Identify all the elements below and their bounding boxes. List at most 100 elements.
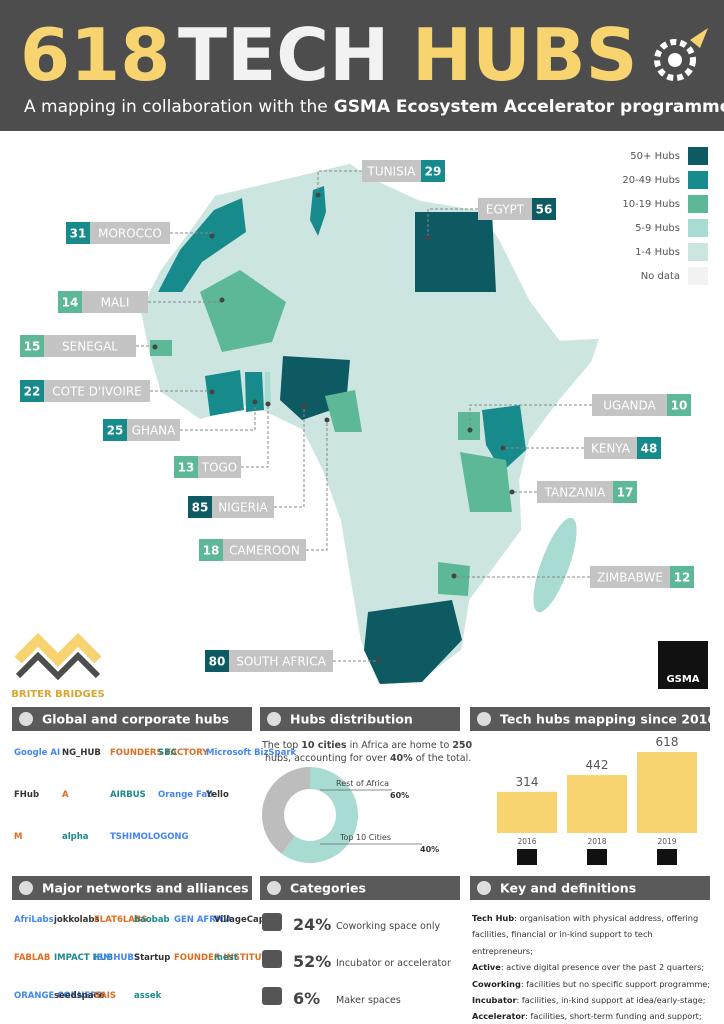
logo-text: FLAT6LABS <box>94 915 147 925</box>
logo-text: ISN HUBS <box>94 953 140 963</box>
section-title: Tech hubs mapping since 2016 <box>500 712 716 727</box>
logo-text: Microsoft BizSpark <box>206 748 297 758</box>
gsma-badge <box>587 849 607 865</box>
donut-label: Top 10 Cities <box>339 833 391 842</box>
definition: Tech Hub: organisation with physical add… <box>472 910 712 959</box>
subtitle: A mapping in collaboration with the GSMA … <box>24 97 724 117</box>
logo-text: Yello <box>205 790 229 800</box>
country-dot <box>219 297 225 303</box>
donut-segment <box>281 767 358 863</box>
country-dot <box>152 344 158 350</box>
donut-label: Rest of Africa <box>336 779 389 788</box>
leader-line <box>241 404 269 468</box>
legend-label: 10-19 Hubs <box>622 199 680 210</box>
country-name: TOGO <box>201 461 238 475</box>
category-label: Maker spaces <box>336 995 401 1006</box>
logo-text: FHub <box>14 790 39 800</box>
section-icon <box>267 712 281 726</box>
country-hubs-box <box>199 539 223 561</box>
country-name: TUNISIA <box>367 165 417 179</box>
country-hubs: 56 <box>536 203 553 217</box>
legend-swatch <box>688 147 708 165</box>
country-hubs: 25 <box>107 424 124 438</box>
country-hubs-box <box>174 456 198 478</box>
country-hubs-box <box>421 160 445 182</box>
logo-text: FOUNDER INSTITUTE <box>174 953 273 963</box>
distribution-text-part: in Africa are home to <box>347 740 453 751</box>
leader-line <box>180 402 256 431</box>
gsma-logo <box>658 641 708 689</box>
country-name-box <box>44 380 150 402</box>
country-name-box <box>592 394 667 416</box>
logo-text: NG_HUB <box>62 748 101 758</box>
country-dot <box>209 389 215 395</box>
country-name-box <box>590 566 670 588</box>
country-name-box <box>44 335 136 357</box>
country-hubs: 17 <box>617 486 634 500</box>
category-icon <box>262 987 282 1005</box>
country-name: CAMEROON <box>229 544 300 558</box>
legend-swatch <box>688 219 708 237</box>
legend-label: 1-4 Hubs <box>635 247 680 258</box>
country-dot <box>301 403 307 409</box>
country-hubs: 10 <box>671 399 688 413</box>
africa-map <box>139 162 602 685</box>
country-dot <box>209 233 215 239</box>
country-hubs-box <box>670 566 694 588</box>
definition-term: Incubator <box>472 995 517 1006</box>
country-dot <box>265 401 271 407</box>
leader-line <box>469 404 592 430</box>
section-icon <box>19 712 33 726</box>
country-hubs-box <box>637 437 661 459</box>
logo-text: TSHIMOLOGONG <box>110 832 189 842</box>
definition: Incubator: facilities, in-kind support a… <box>472 992 712 1008</box>
category-value: 52% <box>293 952 331 971</box>
country-hubs: 85 <box>192 501 209 515</box>
section-title: Key and definitions <box>500 881 636 896</box>
section-header-bg <box>260 707 460 731</box>
logo-text: AfriLabs <box>14 915 54 925</box>
country-name-box <box>223 539 306 561</box>
country-hubs-box <box>20 335 44 357</box>
title-word: TECH <box>178 13 389 97</box>
country-hubs-box <box>205 650 229 672</box>
bar-category: 2019 <box>657 837 676 846</box>
title-number: 618 <box>20 13 170 97</box>
country-dot <box>425 235 431 241</box>
country-dot <box>315 192 321 198</box>
country-dot <box>467 427 473 433</box>
country-name-box <box>127 419 180 441</box>
subtitle-text: A mapping in collaboration with the <box>24 97 328 117</box>
legend-swatch <box>688 195 708 213</box>
country-hubs-box <box>103 419 127 441</box>
country-dot <box>509 489 515 495</box>
leader-line <box>306 420 328 551</box>
country-hubs: 18 <box>203 544 220 558</box>
country-name: MALI <box>101 296 130 310</box>
distribution-text-part: The top <box>261 740 301 751</box>
definition-term: Tech Hub <box>472 913 515 923</box>
bar <box>567 775 627 833</box>
logo-text: mest <box>214 953 238 963</box>
logo-text: SBC <box>158 748 177 758</box>
logo-text: FABLAB <box>14 953 50 963</box>
bar <box>497 791 557 833</box>
legend-swatch <box>688 267 708 285</box>
country-hubs: 15 <box>24 340 41 354</box>
country-hubs-box <box>58 291 82 313</box>
country-dot <box>451 573 457 579</box>
logo-text: FOUNDERS FACTORY <box>110 748 209 758</box>
logo-text: assek <box>134 991 162 1001</box>
logo-text: jokkolabs <box>53 915 99 925</box>
distribution-text-part: of the total. <box>413 753 472 764</box>
category-value: 24% <box>293 915 331 934</box>
bar-value: 442 <box>586 758 609 772</box>
country-name: GHANA <box>132 424 177 438</box>
logo-text: GEN AFRICA <box>174 915 232 925</box>
country-hubs: 31 <box>70 227 87 241</box>
section-title: Global and corporate hubs <box>42 712 229 727</box>
logo-text: seedspace <box>54 991 105 1001</box>
country-dot <box>324 417 330 423</box>
logo-text: alpha <box>62 832 89 842</box>
country-name: UGANDA <box>603 399 656 413</box>
